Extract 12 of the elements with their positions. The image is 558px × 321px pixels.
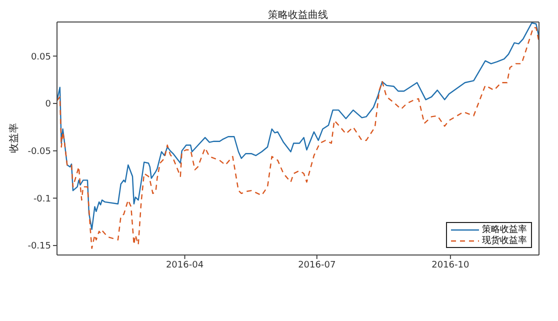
y-tick-label: -0.1 — [33, 194, 51, 204]
x-tick-label: 2016-07 — [298, 260, 336, 270]
y-tick-label: -0.15 — [28, 242, 51, 252]
y-tick-label: 0 — [45, 100, 52, 110]
y-tick-label: -0.05 — [28, 147, 51, 158]
chart-title: 策略收益曲线 — [267, 8, 329, 22]
x-tick-label: 2016-10 — [432, 260, 470, 270]
y-tick-label: 0.05 — [30, 52, 51, 62]
legend-label: 策略收益率 — [482, 224, 527, 236]
x-tick-label: 2016-04 — [166, 260, 204, 270]
legend-label: 现货收益率 — [482, 234, 527, 247]
y-axis-title: 收益率 — [8, 122, 21, 155]
